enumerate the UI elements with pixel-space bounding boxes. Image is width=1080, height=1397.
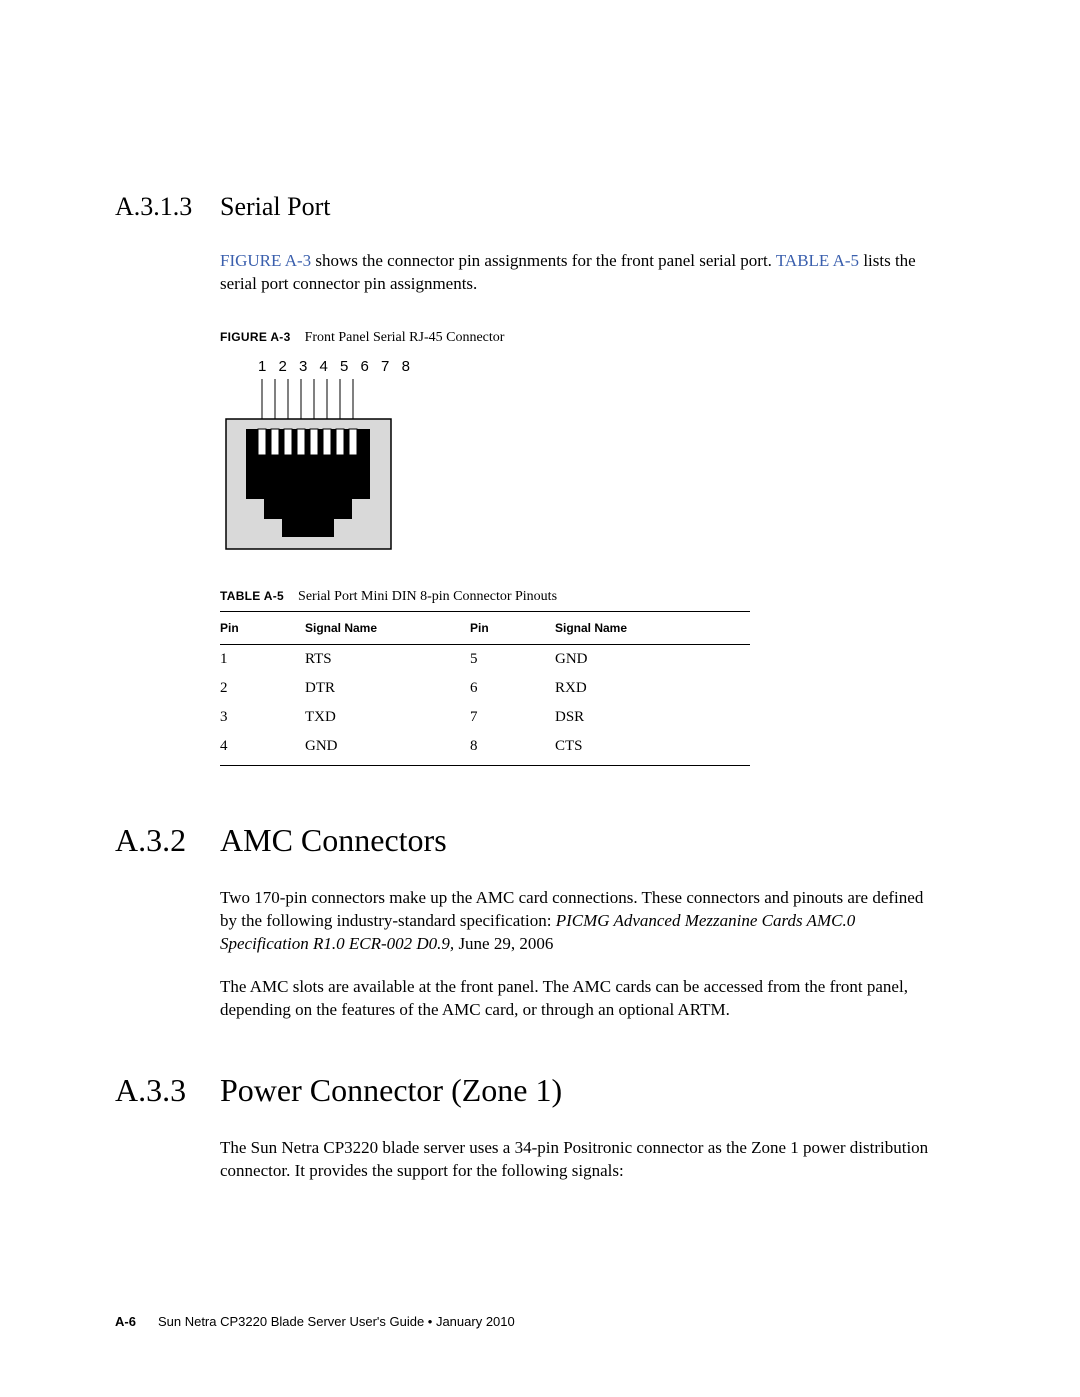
table-row: 4 GND 8 CTS [220,732,750,766]
pinout-table: Pin Signal Name Pin Signal Name 1 RTS 5 … [220,611,750,766]
footer-text: Sun Netra CP3220 Blade Server User's Gui… [158,1314,515,1329]
paragraph: FIGURE A-3 shows the connector pin assig… [220,250,942,296]
table-caption-text: Serial Port Mini DIN 8-pin Connector Pin… [298,589,557,604]
figure-caption-text: Front Panel Serial RJ-45 Connector [305,330,505,345]
figure-xref[interactable]: FIGURE A-3 [220,251,311,270]
section-number: A.3.2 [115,822,220,859]
table-row: 2 DTR 6 RXD [220,674,750,703]
section-heading-serial-port: A.3.1.3 Serial Port [115,192,942,222]
table-header-row: Pin Signal Name Pin Signal Name [220,611,750,644]
rj45-pin-numbers: 1 2 3 4 5 6 7 8 [258,358,420,375]
section-title: AMC Connectors [220,822,447,859]
section-title: Power Connector (Zone 1) [220,1072,562,1109]
table-row: 1 RTS 5 GND [220,644,750,674]
table-caption: TABLE A-5 Serial Port Mini DIN 8-pin Conn… [220,589,942,605]
section-number: A.3.1.3 [115,192,220,222]
col-header-signal2: Signal Name [555,611,750,644]
paragraph: Two 170-pin connectors make up the AMC c… [220,887,942,956]
table-xref[interactable]: TABLE A-5 [776,251,859,270]
section-heading-amc: A.3.2 AMC Connectors [115,822,942,859]
col-header-pin2: Pin [470,611,555,644]
page-number: A-6 [115,1314,136,1329]
table-row: 3 TXD 7 DSR [220,703,750,732]
paragraph: The Sun Netra CP3220 blade server uses a… [220,1137,942,1183]
rj45-figure: 1 2 3 4 5 6 7 8 [220,358,420,553]
col-header-signal: Signal Name [305,611,470,644]
figure-label: FIGURE A-3 [220,330,291,344]
section-title: Serial Port [220,192,331,222]
table-label: TABLE A-5 [220,589,284,603]
col-header-pin: Pin [220,611,305,644]
section-number: A.3.3 [115,1072,220,1109]
paragraph: The AMC slots are available at the front… [220,976,942,1022]
section-heading-power: A.3.3 Power Connector (Zone 1) [115,1072,942,1109]
page-footer: A-6 Sun Netra CP3220 Blade Server User's … [115,1314,515,1329]
rj45-connector-icon [220,379,400,553]
figure-caption: FIGURE A-3 Front Panel Serial RJ-45 Conne… [220,330,942,346]
